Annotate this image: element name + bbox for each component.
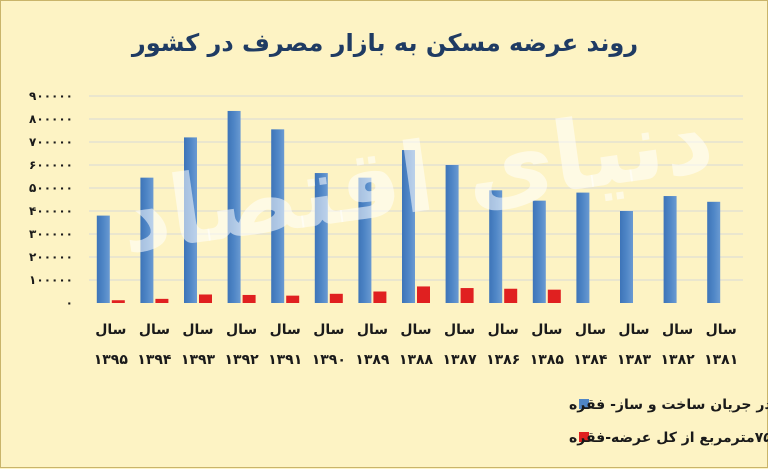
legend-label: واحدهای مسکونی تکمیل شده در جریان ساخت و… (569, 397, 768, 413)
x-tick-prefix: سال (618, 322, 649, 338)
bar-small-units-share (199, 294, 212, 303)
x-tick-prefix: سال (139, 322, 170, 338)
bar-small-units-share (460, 288, 474, 303)
bar-completed-units (620, 211, 633, 303)
x-tick-year: ۱۳۸۸ (399, 352, 434, 368)
x-tick-year: ۱۳۹۳ (181, 352, 216, 368)
bar-completed-units (707, 201, 721, 303)
x-tick-year: ۱۳۸۳ (617, 352, 652, 368)
bar-completed-units (532, 200, 546, 303)
bar-completed-units (663, 196, 677, 303)
bar-completed-units (576, 192, 590, 303)
bar-completed-units (184, 137, 197, 303)
x-tick-prefix: سال (662, 322, 693, 338)
bar-completed-units (445, 165, 459, 303)
grid-lines (89, 95, 743, 281)
x-tick-year: ۱۳۸۵ (530, 352, 565, 368)
bar-small-units-share (286, 295, 300, 303)
y-tick-label: ۷۰۰۰۰۰ (29, 135, 73, 149)
y-tick-label: ۰ (66, 296, 73, 310)
y-tick-label: ۴۰۰۰۰۰ (29, 204, 73, 218)
legend-swatch (579, 432, 589, 442)
x-tick-prefix: سال (95, 322, 126, 338)
x-tick-year: ۱۳۸۱ (704, 352, 738, 368)
legend-label: سهم واحدهای با مساحت کمتر از ۷۵مترمربع ا… (569, 430, 768, 446)
x-tick-year: ۱۳۹۰ (312, 352, 346, 368)
bar-small-units-share (111, 300, 125, 303)
bar-completed-units (140, 177, 154, 303)
x-tick-prefix: سال (706, 322, 737, 338)
bar-completed-units (314, 173, 328, 303)
x-tick-year: ۱۳۹۵ (94, 352, 129, 368)
x-tick-prefix: سال (531, 322, 562, 338)
x-tick-year: ۱۳۹۱ (268, 352, 302, 368)
bar-small-units-share (155, 298, 169, 303)
x-tick-prefix: سال (226, 322, 257, 338)
x-tick-prefix: سال (182, 322, 213, 338)
x-tick-prefix: سال (444, 322, 475, 338)
x-tick-prefix: سال (313, 322, 344, 338)
x-tick-year: ۱۳۸۹ (355, 352, 390, 368)
y-tick-label: ۲۰۰۰۰۰ (29, 250, 73, 264)
y-tick-label: ۳۰۰۰۰۰ (29, 227, 73, 241)
chart-title: روند عرضه مسکن به بازار مصرف در کشور (131, 29, 638, 57)
x-tick-prefix: سال (400, 322, 431, 338)
x-tick-prefix: سال (270, 322, 301, 338)
bar-completed-units (402, 150, 415, 303)
x-tick-year: ۱۳۸۴ (573, 352, 608, 368)
bar-small-units-share (547, 289, 561, 303)
x-tick-prefix: سال (357, 322, 388, 338)
bar-completed-units (271, 129, 285, 303)
x-tick-year: ۱۳۹۴ (137, 352, 172, 368)
bar-completed-units (96, 215, 110, 303)
x-tick-prefix: سال (488, 322, 519, 338)
legend-swatch (579, 399, 589, 409)
x-axis-ticks: سال ۱۳۸۱ سال ۱۳۸۲ سال ۱۳۸۳ سال ۱۳۸۴ سال ۱۳۸۵ سال ۱۳… (94, 322, 739, 368)
x-tick-year: ۱۳۹۲ (225, 352, 260, 368)
x-tick-year: ۱۳۸۶ (486, 352, 520, 368)
bar-small-units-share (504, 288, 518, 303)
x-tick-year: ۱۳۸۷ (443, 352, 478, 368)
bar-small-units-share (373, 291, 387, 303)
y-tick-label: ۹۰۰۰۰۰ (29, 89, 73, 103)
bar-completed-units (489, 190, 503, 303)
y-tick-label: ۵۰۰۰۰۰ (29, 181, 73, 195)
bar-completed-units (227, 110, 241, 303)
bar-small-units-share (329, 293, 343, 303)
y-tick-label: ۱۰۰۰۰۰ (29, 273, 73, 287)
legend: واحدهای مسکونی تکمیل شده در جریان ساخت و… (569, 397, 768, 446)
y-axis-ticks: ۰ ۱۰۰۰۰۰ ۲۰۰۰۰۰ ۳۰۰۰۰۰ ۴۰۰۰۰۰ ۵۰۰۰۰۰ ۶۰۰۰۰۰ ۷۰۰… (29, 89, 73, 310)
bar-small-units-share (242, 294, 256, 303)
y-tick-label: ۸۰۰۰۰۰ (29, 112, 73, 126)
bar-completed-units (358, 177, 372, 303)
x-tick-prefix: سال (575, 322, 606, 338)
bars (96, 110, 721, 303)
bar-small-units-share (417, 286, 430, 303)
y-tick-label: ۶۰۰۰۰۰ (29, 158, 73, 172)
x-tick-year: ۱۳۸۲ (661, 352, 696, 368)
